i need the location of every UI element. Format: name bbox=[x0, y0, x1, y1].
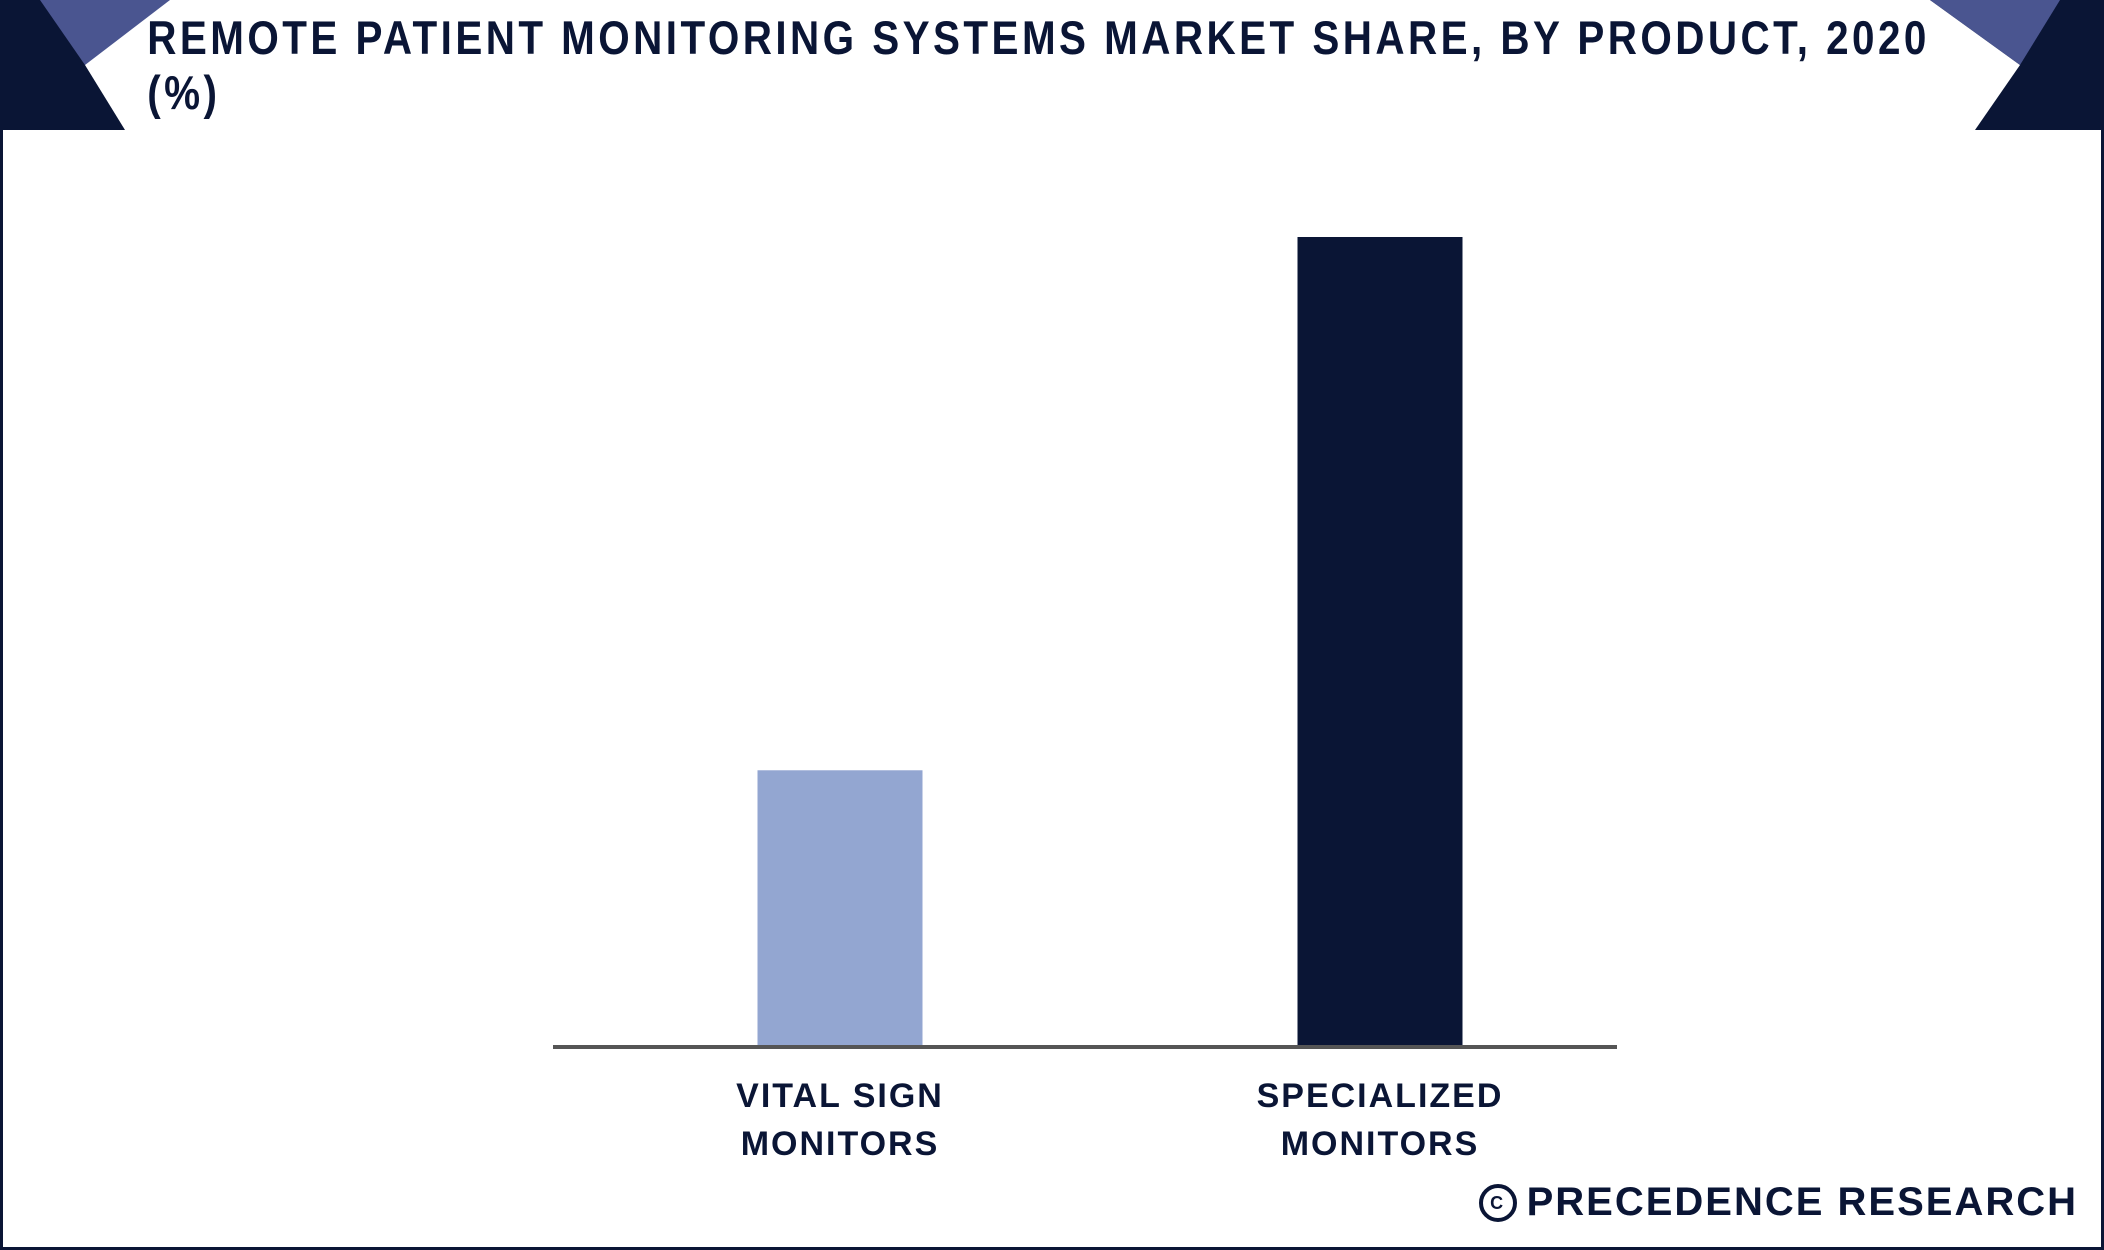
bar-2 bbox=[1297, 237, 1463, 1045]
right-corner-accent bbox=[1930, 0, 2060, 65]
copyright-icon: C bbox=[1478, 1183, 1517, 1222]
category-labels: VITAL SIGN MONITORS SPECIALIZED MONITORS bbox=[736, 1077, 1504, 1163]
category-label-2-line-2: MONITORS bbox=[1281, 1125, 1480, 1163]
bar-1 bbox=[757, 770, 923, 1045]
brand-name: PRECEDENCE RESEARCH bbox=[1526, 1180, 2078, 1224]
category-label-1-line-1: VITAL SIGN bbox=[736, 1077, 944, 1115]
category-label-1-line-2: MONITORS bbox=[741, 1125, 940, 1163]
header-banner bbox=[40, 0, 2060, 130]
left-corner-accent bbox=[40, 0, 170, 65]
bars-layer bbox=[757, 237, 1463, 1045]
chart-title: REMOTE PATIENT MONITORING SYSTEMS MARKET… bbox=[147, 11, 1930, 119]
category-label-2-line-1: SPECIALIZED bbox=[1257, 1077, 1504, 1115]
title-banner-shape bbox=[85, 0, 2020, 130]
brand-watermark: C PRECEDENCE RESEARCH bbox=[1478, 1180, 2078, 1225]
